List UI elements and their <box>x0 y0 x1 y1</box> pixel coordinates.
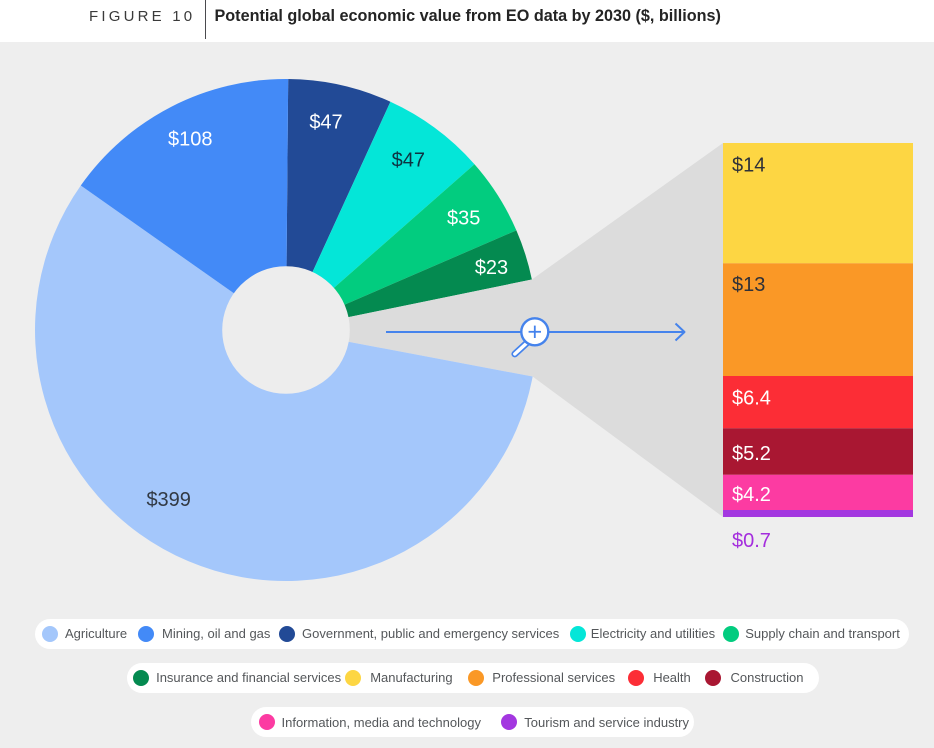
svg-text:$5.2: $5.2 <box>732 443 771 465</box>
svg-text:$13: $13 <box>732 274 765 296</box>
svg-text:$108: $108 <box>168 128 213 150</box>
svg-text:$35: $35 <box>447 208 480 230</box>
svg-text:$47: $47 <box>392 150 425 172</box>
svg-text:$14: $14 <box>732 154 765 176</box>
svg-text:$4.2: $4.2 <box>732 484 771 506</box>
svg-text:$6.4: $6.4 <box>732 388 771 410</box>
svg-text:$399: $399 <box>146 489 191 511</box>
svg-text:$0.7: $0.7 <box>732 530 771 552</box>
svg-text:$47: $47 <box>309 112 342 134</box>
svg-text:$23: $23 <box>475 257 508 279</box>
